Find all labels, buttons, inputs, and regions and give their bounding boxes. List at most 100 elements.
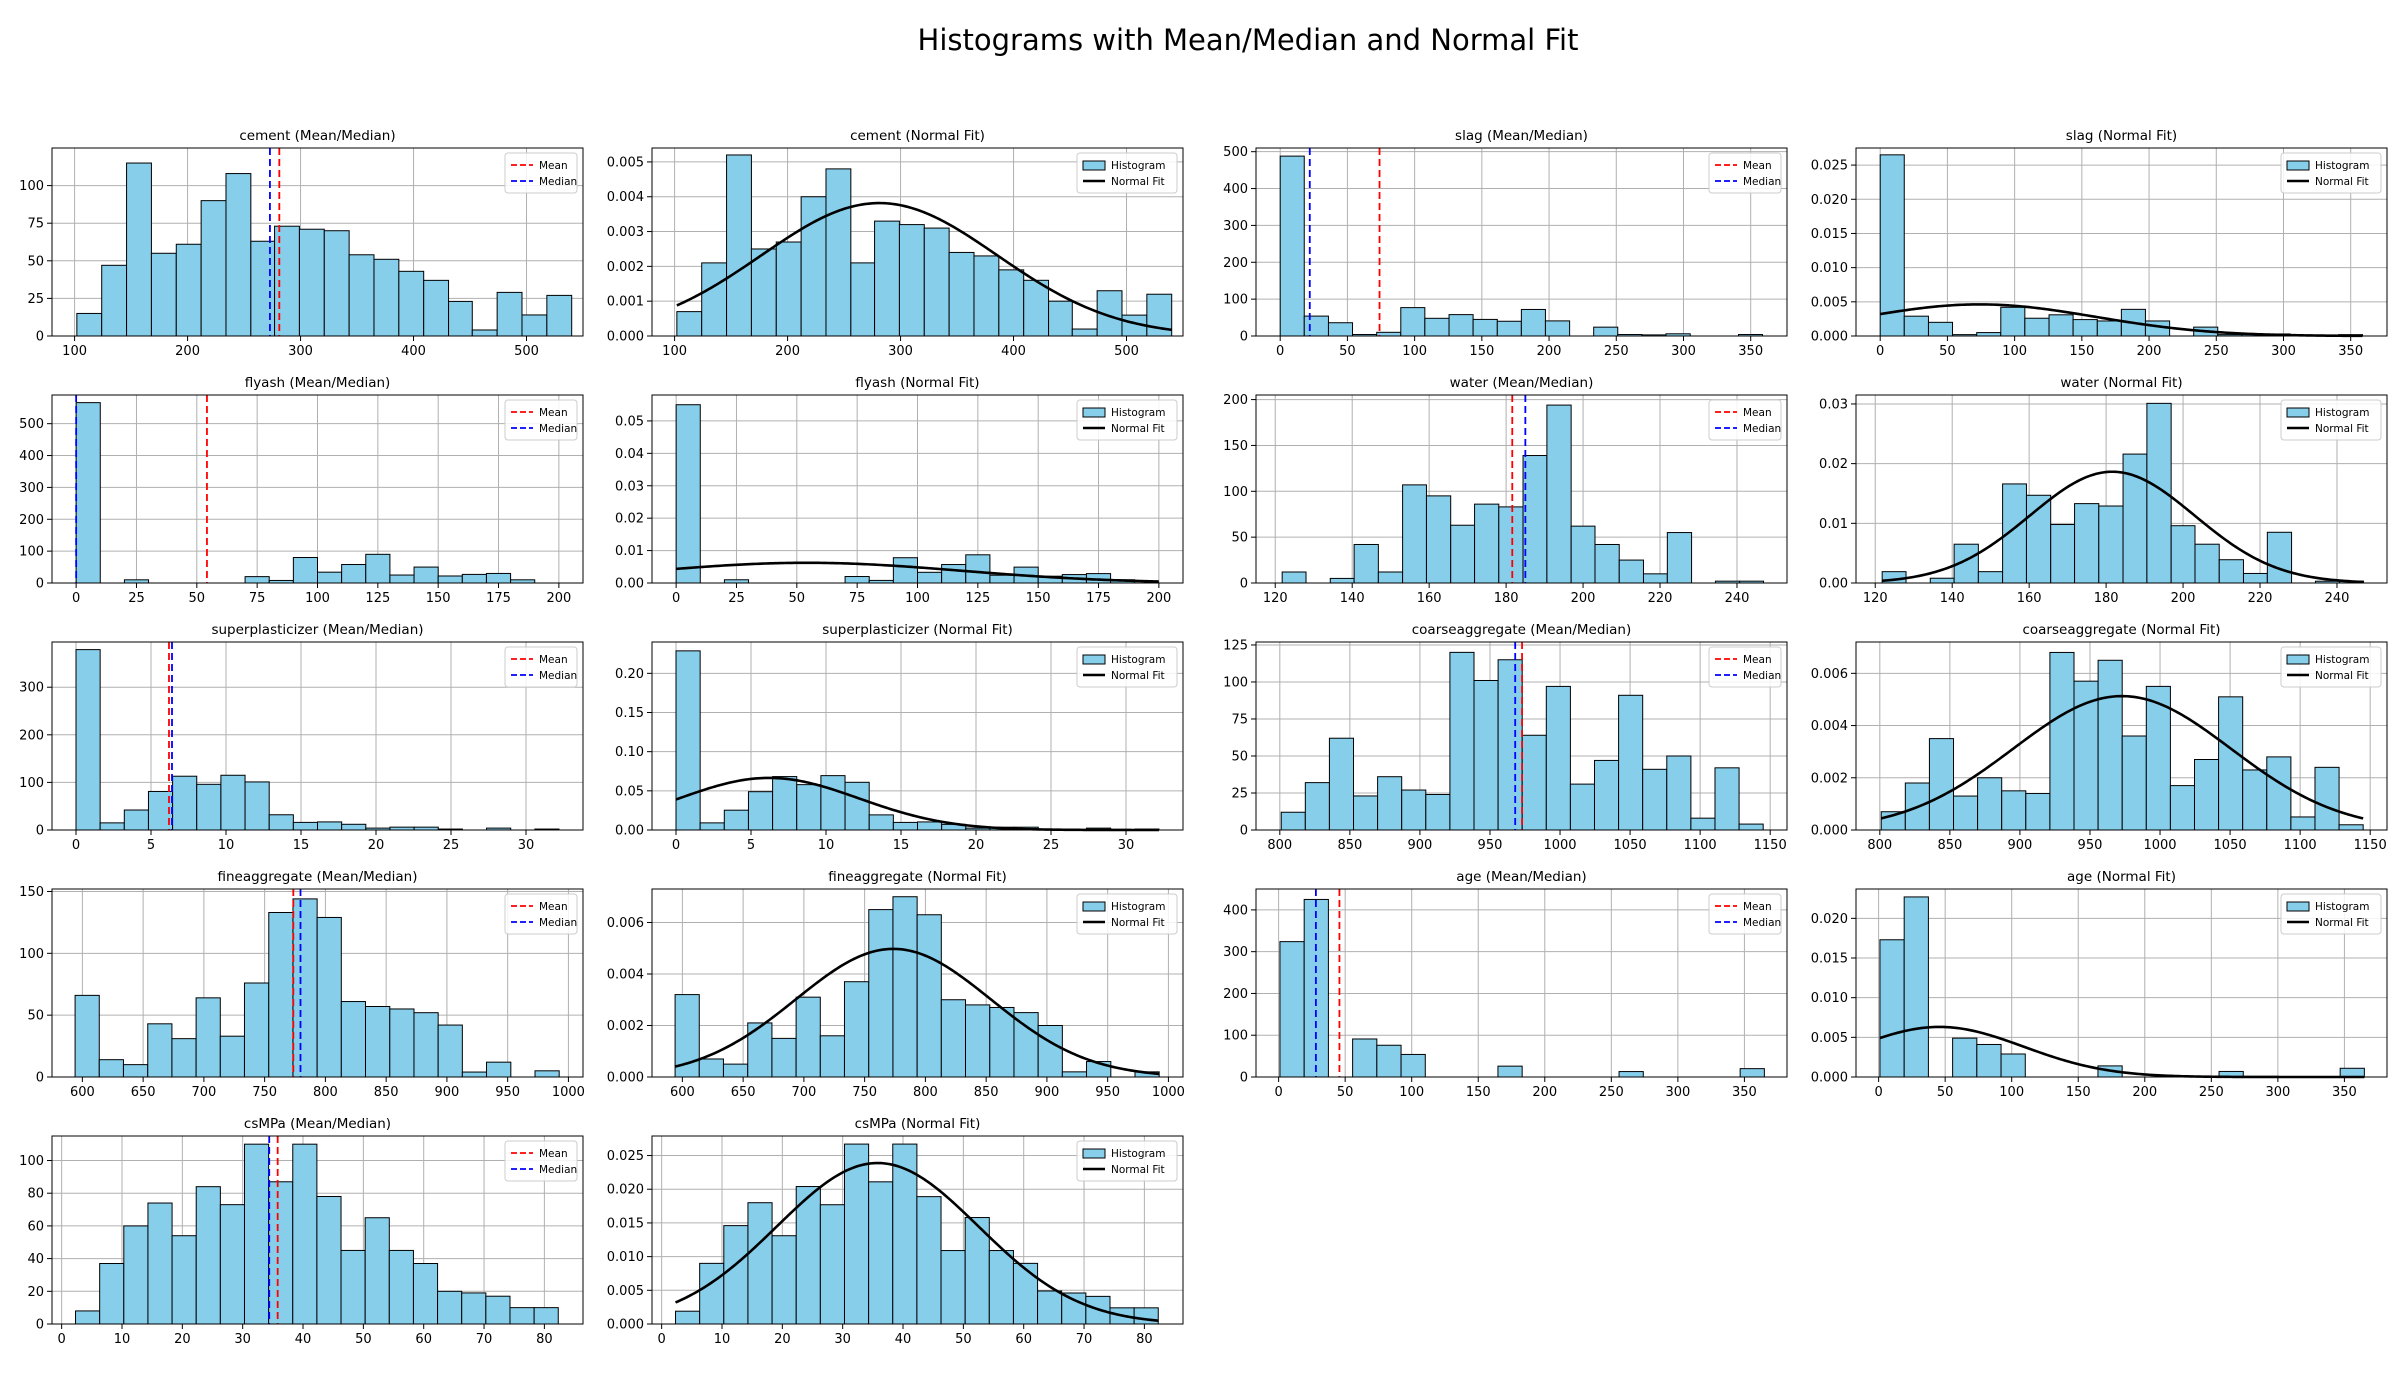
histogram-bar	[461, 573, 487, 584]
histogram-bar	[2169, 785, 2195, 831]
x-tick-label: 300	[1671, 344, 1696, 359]
x-tick-label: 220	[1648, 591, 1673, 606]
y-tick-label: 0.010	[1811, 261, 1848, 276]
axes-frame	[51, 888, 584, 1078]
histogram-bar	[98, 1059, 124, 1078]
y-tick-label: 0.02	[1819, 457, 1848, 472]
histogram-bar	[316, 1195, 342, 1325]
y-tick-label: 300	[19, 681, 44, 696]
histogram-bar	[772, 776, 798, 831]
histogram-bar	[1280, 811, 1306, 831]
histogram-bar	[123, 1225, 149, 1325]
x-tick-label: 50	[1339, 344, 1356, 359]
x-tick-label: 1050	[1614, 838, 1647, 853]
x-tick-label: 140	[1340, 591, 1365, 606]
subplot-coarseaggregate-normal-fit: coarseaggregate (Normal Fit) 800 850 900 950…	[1811, 622, 2388, 853]
y-tick-label: 0	[36, 824, 44, 839]
legend: Mean Median	[504, 646, 578, 688]
axes-frame	[1855, 641, 2388, 831]
y-tick-label: 0.05	[615, 784, 644, 799]
x-tick-label: 100	[305, 591, 330, 606]
y-tick-label: 0.01	[1819, 517, 1848, 532]
x-tick-label: 15	[893, 838, 910, 853]
histogram-bar	[750, 248, 777, 337]
x-tick-label: 300	[2271, 344, 2296, 359]
y-tick-label: 50	[27, 1009, 44, 1024]
legend: Histogram Normal Fit	[2280, 893, 2382, 935]
histogram-bar	[1546, 404, 1572, 584]
histogram-bar	[496, 291, 523, 337]
histogram-bar	[268, 912, 294, 1078]
x-tick-label: 70	[476, 1332, 493, 1347]
subplot-title: coarseaggregate (Mean/Median)	[1412, 622, 1632, 638]
histogram-bar	[892, 896, 918, 1078]
x-tick-label: 220	[2248, 591, 2273, 606]
histogram-bar	[2072, 319, 2098, 337]
histogram-bar	[1013, 1012, 1039, 1078]
y-tick-label: 150	[19, 885, 44, 900]
x-tick-label: 200	[2171, 591, 2196, 606]
x-tick-label: 10	[818, 838, 835, 853]
x-tick-label: 0	[658, 1332, 666, 1347]
histogram-bar	[868, 1181, 894, 1325]
histogram-bar	[123, 809, 149, 831]
histogram-bar	[1976, 332, 2002, 337]
legend-label-fit: Normal Fit	[2315, 670, 2369, 682]
x-tick-label: 1150	[2354, 838, 2387, 853]
figure-title: Histograms with Mean/Median and Normal F…	[918, 23, 1579, 57]
histogram-bar	[1953, 795, 1979, 831]
x-tick-label: 950	[2078, 838, 2103, 853]
x-tick-label: 10	[114, 1332, 131, 1347]
histogram-bar	[1738, 823, 1764, 831]
histogram-bar	[1593, 759, 1620, 831]
legend-swatch-histogram	[2286, 160, 2310, 171]
y-tick-label: 0.005	[1811, 1031, 1848, 1046]
x-tick-label: 125	[365, 591, 390, 606]
x-tick-label: 1100	[1684, 838, 1717, 853]
legend-label-hist: Histogram	[1111, 160, 1165, 172]
histogram-bar	[268, 814, 294, 831]
legend-label-median: Median	[1743, 670, 1781, 682]
x-tick-label: 120	[1863, 591, 1888, 606]
y-tick-label: 0.020	[1811, 193, 1848, 208]
histogram-bar	[448, 300, 473, 337]
x-tick-label: 10	[714, 1332, 731, 1347]
y-tick-label: 50	[27, 254, 44, 269]
x-tick-label: 350	[2332, 1085, 2357, 1100]
histogram-bar	[126, 162, 152, 337]
y-tick-label: 0.005	[607, 155, 644, 170]
y-tick-label: 50	[1231, 531, 1248, 546]
y-tick-label: 0.004	[607, 190, 644, 205]
histogram-bar	[1329, 577, 1355, 584]
histogram-bar	[250, 240, 276, 337]
legend-box	[504, 893, 578, 935]
histogram-bar	[2218, 559, 2244, 584]
legend-label-median: Median	[539, 670, 577, 682]
x-tick-label: 15	[293, 838, 310, 853]
histogram-bar	[534, 1070, 560, 1078]
y-tick-label: 0.01	[615, 544, 644, 559]
x-tick-label: 650	[131, 1085, 156, 1100]
subplot-title: flyash (Mean/Median)	[245, 375, 391, 391]
histogram-bar	[892, 821, 918, 831]
legend: Histogram Normal Fit	[1076, 1140, 1178, 1182]
histogram-bar	[485, 572, 512, 584]
histogram-bar	[2314, 766, 2340, 831]
x-tick-label: 200	[1571, 591, 1596, 606]
legend-box	[1708, 646, 1782, 688]
legend-label-median: Median	[539, 917, 577, 929]
histogram-bar	[388, 1249, 414, 1325]
x-tick-label: 50	[355, 1332, 372, 1347]
histogram-bar	[292, 898, 318, 1078]
histogram-bar	[1377, 776, 1403, 831]
histogram-bar	[1903, 315, 1929, 337]
legend-label-median: Median	[539, 1164, 577, 1176]
subplot-title: cement (Normal Fit)	[850, 128, 985, 144]
y-tick-label: 200	[1223, 256, 1248, 271]
x-tick-label: 350	[1732, 1085, 1757, 1100]
x-tick-label: 100	[1999, 1085, 2024, 1100]
x-tick-label: 950	[1095, 1085, 1120, 1100]
x-tick-label: 250	[1604, 344, 1629, 359]
x-tick-label: 0	[72, 838, 80, 853]
x-tick-label: 20	[368, 838, 385, 853]
